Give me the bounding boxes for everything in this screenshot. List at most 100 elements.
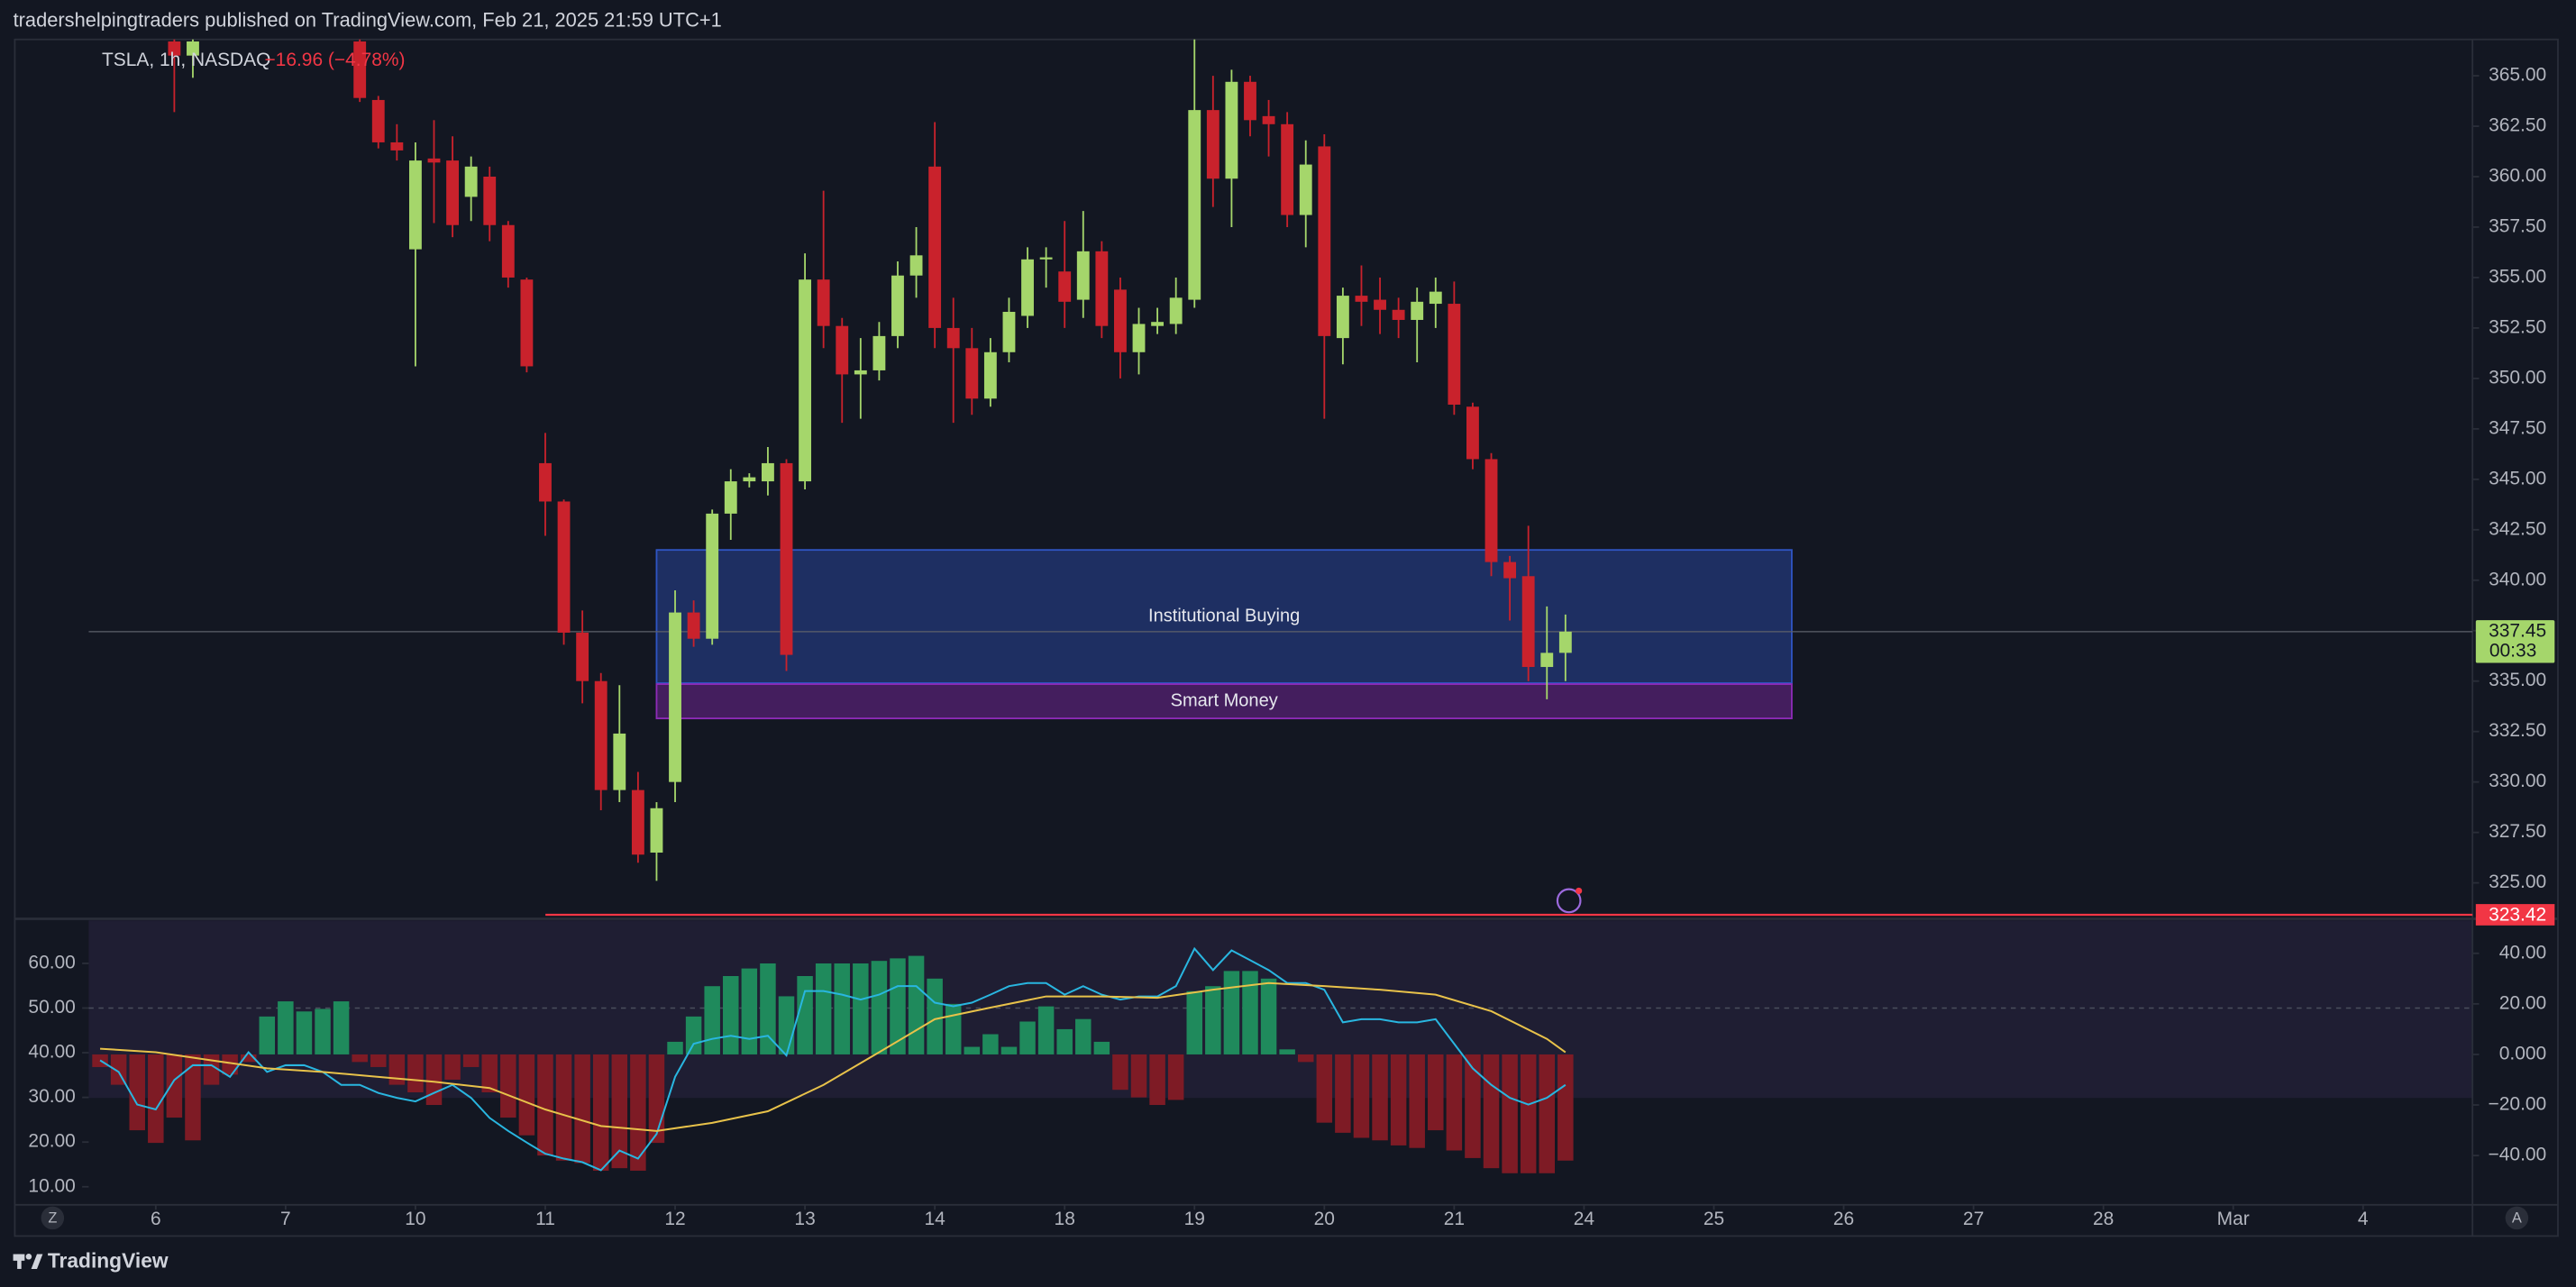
y-tick-label: 355.00 [2489, 266, 2546, 287]
candle-body [390, 141, 404, 151]
x-tick-label: 21 [1444, 1209, 1465, 1229]
histogram-bar [927, 978, 943, 1054]
x-tick-label: 25 [1704, 1209, 1724, 1229]
candle-body [1262, 115, 1275, 124]
alert-icon[interactable] [1556, 887, 1583, 914]
last-price-label: 337.45 [2489, 620, 2546, 641]
candle-body [983, 351, 997, 399]
x-tick-label: 20 [1314, 1209, 1335, 1229]
candle-body [613, 733, 626, 790]
histogram-bar [1223, 971, 1240, 1054]
zoom-button[interactable] [41, 1206, 65, 1230]
countdown-label: 00:33 [2489, 640, 2536, 661]
histogram-bar [1539, 1054, 1556, 1173]
candle-body [650, 808, 663, 853]
chart-layer: 325.00327.50330.00332.50335.00337.50340.… [28, 39, 2555, 1229]
x-tick-label: 12 [664, 1209, 685, 1229]
y-tick-label: 352.50 [2489, 316, 2546, 337]
histogram-bar [945, 1003, 962, 1054]
x-tick-label: Mar [2217, 1209, 2250, 1229]
candle-body [1076, 251, 1090, 300]
candle-body [854, 370, 867, 375]
auto-button[interactable] [2505, 1206, 2529, 1230]
histogram-bar [815, 963, 832, 1054]
alert-icon-ring[interactable] [1556, 888, 1582, 914]
y-tick-label: 50.00 [28, 997, 75, 1018]
y-tick-label: 332.50 [2489, 720, 2546, 741]
histogram-bar [296, 1011, 313, 1054]
histogram-bar [1557, 1054, 1574, 1161]
histogram-bar [592, 1054, 609, 1171]
zone-label: Institutional Buying [1148, 606, 1300, 625]
x-tick-label: 18 [1055, 1209, 1075, 1229]
candle-body [464, 166, 478, 197]
candle-body [1021, 259, 1034, 316]
y-tick-label: 330.00 [2489, 771, 2546, 791]
histogram-bar [760, 963, 776, 1054]
candle-body [1374, 299, 1386, 310]
candle-body [965, 348, 979, 399]
histogram-bar [964, 1046, 981, 1054]
candle-body [780, 462, 793, 655]
histogram-bar [834, 963, 850, 1054]
histogram-bar [667, 1041, 683, 1054]
histogram-bar [1483, 1054, 1500, 1169]
histogram-bar [500, 1054, 516, 1118]
histogram-bar [778, 996, 795, 1054]
candle-body [1206, 110, 1219, 179]
y2-tick-label: 0.000 [2499, 1043, 2546, 1063]
histogram-bar [1446, 1054, 1463, 1151]
candle-body [1095, 251, 1109, 326]
x-tick-label: 13 [794, 1209, 815, 1229]
y-tick-label: 360.00 [2489, 166, 2546, 187]
candle-body [1318, 146, 1331, 336]
auto-button-label[interactable]: A [2512, 1210, 2522, 1227]
level-price-label: 323.42 [2489, 904, 2546, 925]
histogram-bar [890, 958, 906, 1054]
histogram-bar [481, 1054, 498, 1093]
alert-icon-dot[interactable] [1575, 887, 1583, 895]
candle-body [743, 477, 756, 482]
candle-body [1225, 81, 1238, 179]
histogram-bar [1130, 1054, 1147, 1098]
y-tick-label: 345.00 [2489, 468, 2546, 488]
x-tick-label: 6 [151, 1209, 161, 1229]
histogram-bar [611, 1054, 628, 1169]
x-tick-label: 28 [2093, 1209, 2114, 1229]
histogram-bar [1075, 1018, 1092, 1054]
candle-body [836, 325, 849, 375]
y-tick-label: 30.00 [28, 1086, 75, 1107]
histogram-bar [1112, 1054, 1128, 1091]
histogram-bar [871, 961, 888, 1054]
candle-body [817, 279, 830, 326]
candle-body [483, 177, 497, 225]
histogram-bar [203, 1054, 220, 1085]
histogram-bar [315, 1009, 331, 1054]
change-legend: −16.96 (−4.78%) [264, 50, 405, 70]
candle-body [909, 255, 923, 276]
candle-body [1484, 459, 1498, 562]
histogram-bar [555, 1054, 572, 1161]
level-price-tag [2475, 904, 2555, 926]
candle-body [1114, 289, 1127, 352]
histogram-bar [333, 1001, 350, 1054]
y-tick-label: 357.50 [2489, 216, 2546, 237]
candle-body [631, 790, 644, 855]
zoom-button-label[interactable]: Z [48, 1210, 57, 1227]
candle-body [1392, 309, 1405, 320]
candle-body [1558, 631, 1572, 653]
histogram-bar [166, 1054, 183, 1118]
candle-body [594, 680, 607, 790]
histogram-bar [259, 1016, 276, 1054]
histogram-bar [1056, 1028, 1073, 1054]
histogram-bar [1390, 1054, 1407, 1146]
candle-body [1188, 110, 1201, 300]
histogram-bar [1372, 1054, 1388, 1141]
candle-body [576, 632, 589, 681]
candle-body [946, 327, 960, 349]
histogram-bar [797, 976, 813, 1054]
histogram-bar [1279, 1049, 1295, 1054]
publish-header: tradershelpingtraders published on Tradi… [14, 8, 722, 31]
